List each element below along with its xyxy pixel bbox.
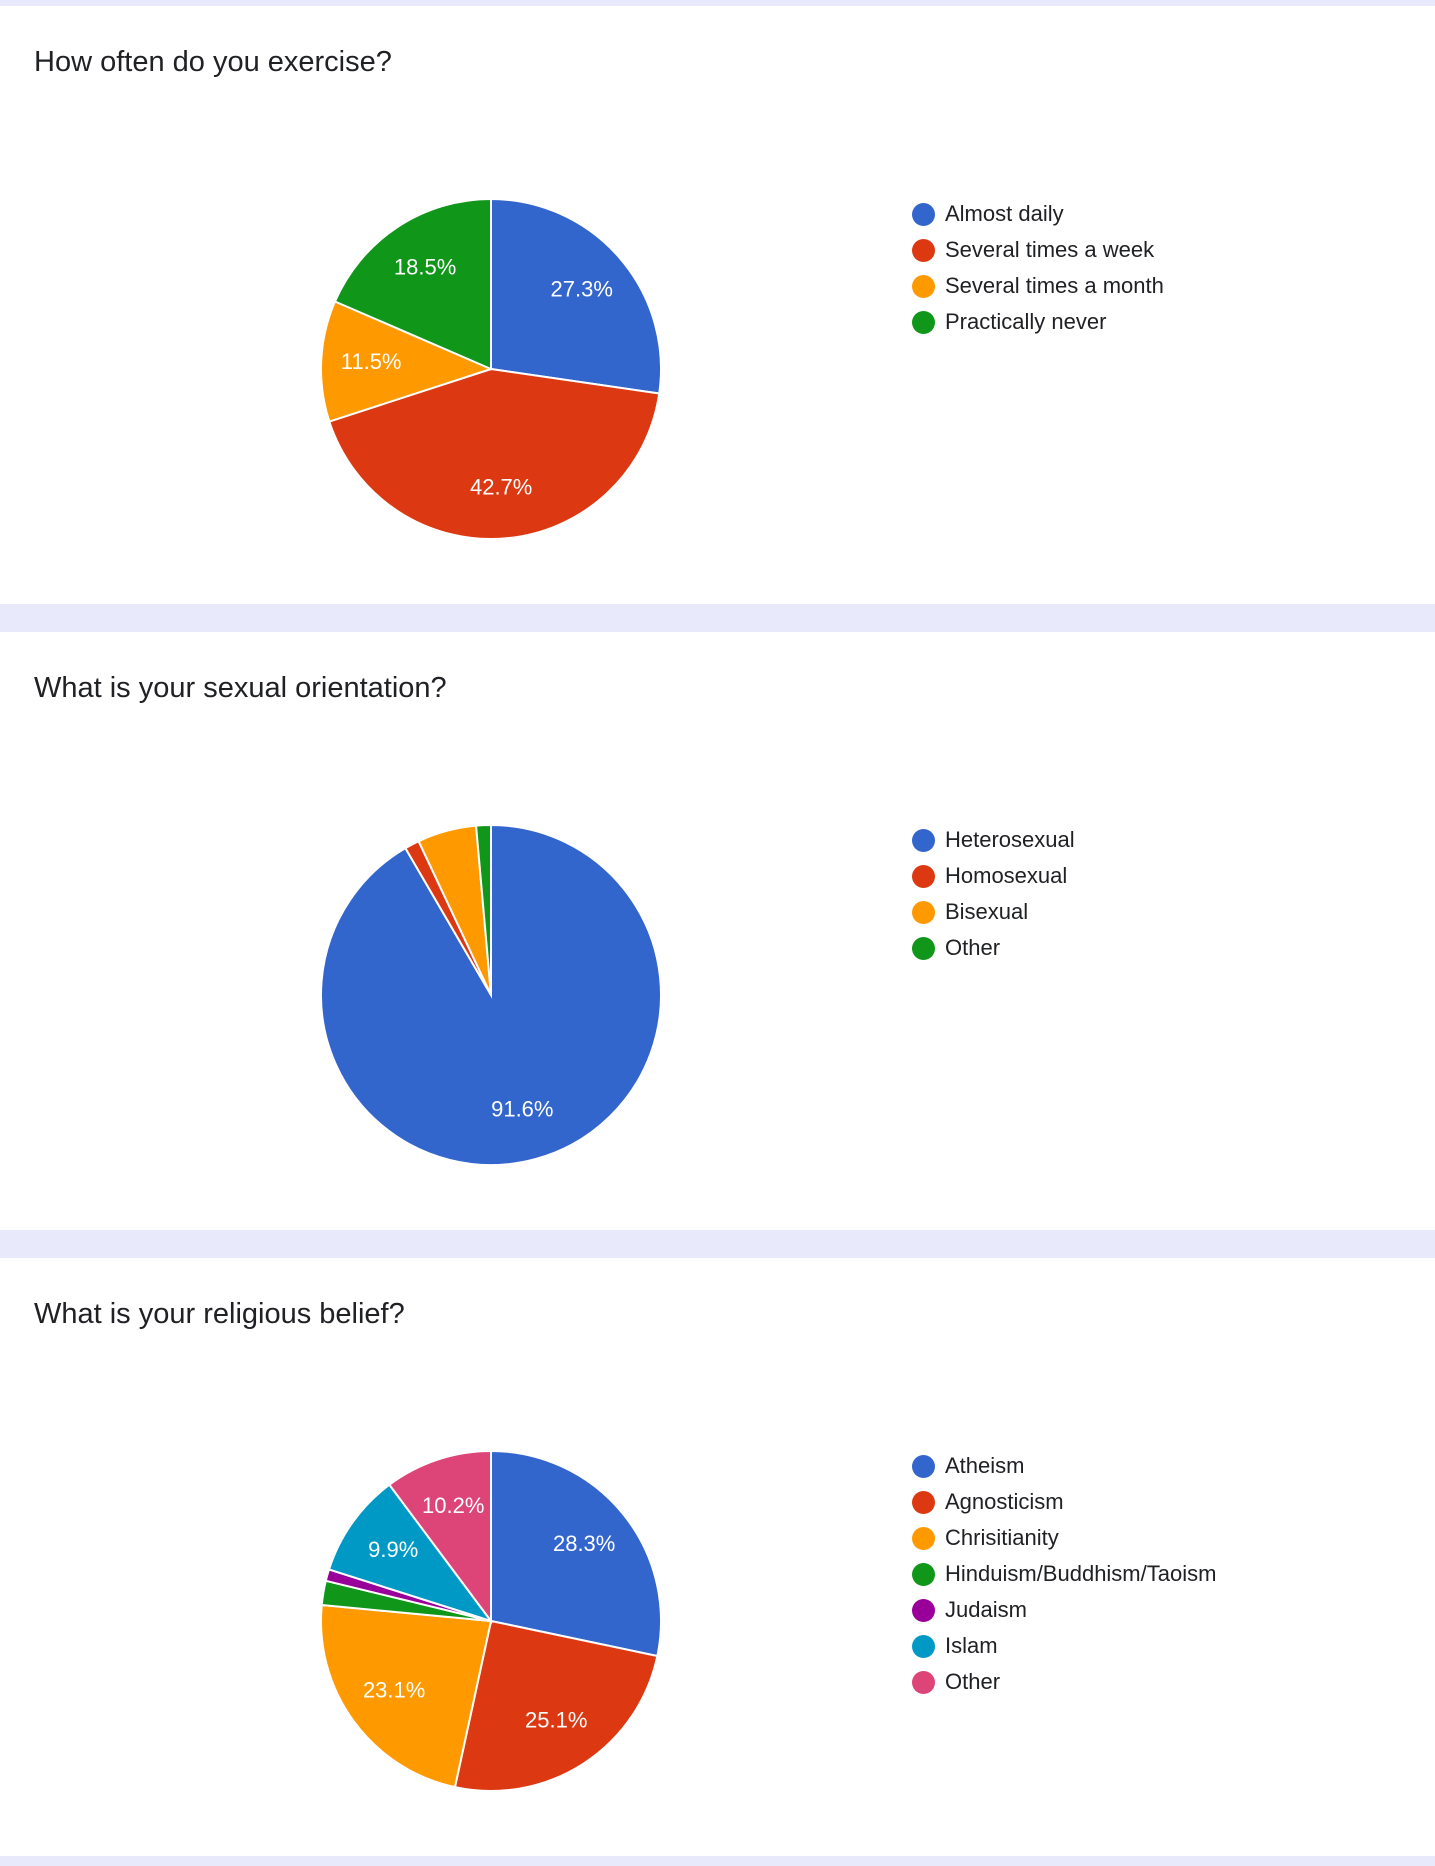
legend-label: Judaism <box>945 1597 1027 1622</box>
legend-item-chrisitianity: Chrisitianity <box>912 1520 1216 1556</box>
legend-label: Hinduism/Buddhism/Taoism <box>945 1561 1217 1586</box>
legend-label: Chrisitianity <box>945 1525 1059 1550</box>
legend-item-several-times-a-week: Several times a week <box>912 232 1164 268</box>
pie-slice-other <box>387 1449 492 1625</box>
legend-item-practically-never: Practically never <box>912 304 1164 340</box>
pie-slice-atheism <box>490 1449 662 1658</box>
legend-item-homosexual: Homosexual <box>912 858 1075 894</box>
slice-label-practically-never: 18.5% <box>394 255 456 280</box>
legend-swatch <box>912 1598 935 1622</box>
slice-label-agnosticism: 25.1% <box>525 1708 587 1733</box>
legend-swatch <box>912 1454 935 1478</box>
legend-label: Islam <box>945 1633 998 1658</box>
legend-swatch <box>912 864 935 888</box>
slice-label-islam: 9.9% <box>368 1537 418 1562</box>
legend-swatch <box>912 1526 935 1550</box>
slice-label-several-times-a-week: 42.7% <box>470 474 532 499</box>
legend-item-other: Other <box>912 930 1075 966</box>
pie-slice-practically-never <box>333 197 492 371</box>
legend-exercise: Almost daily Several times a week Several … <box>912 196 1164 340</box>
legend-item-heterosexual: Heterosexual <box>912 822 1075 858</box>
pie-slice-several-times-a-month <box>320 300 494 423</box>
pie-slice-islam <box>327 1483 494 1623</box>
legend-label: Several times a week <box>945 237 1155 262</box>
legend-swatch <box>912 310 935 334</box>
legend-label: Practically never <box>945 309 1107 334</box>
legend-item-other: Other <box>912 1664 1216 1700</box>
pie-slice-almost-daily <box>490 197 662 395</box>
legend-label: Other <box>945 1669 1001 1694</box>
legend-label: Almost daily <box>945 201 1064 226</box>
pie-chart-sexual-orientation: 91.6% <box>320 823 662 1166</box>
legend-label: Several times a month <box>945 273 1164 298</box>
legend-swatch <box>912 238 935 262</box>
question-title: What is your sexual orientation? <box>34 672 447 704</box>
question-card-sexual-orientation: What is your sexual orientation? 91.6% H… <box>0 632 1435 1230</box>
legend-item-several-times-a-month: Several times a month <box>912 268 1164 304</box>
legend-sexual-orientation: Heterosexual Homosexual Bisexual Other <box>912 822 1075 966</box>
legend-item-atheism: Atheism <box>912 1448 1216 1484</box>
legend-swatch <box>912 1562 935 1586</box>
legend-religious-belief: Atheism Agnosticism Chrisitianity Hinduism/… <box>912 1448 1216 1700</box>
legend-item-hinduism-buddhism-taoism: Hinduism/Buddhism/Taoism <box>912 1556 1216 1592</box>
legend-label: Bisexual <box>945 899 1029 924</box>
legend-swatch <box>912 1634 935 1658</box>
pie-chart-exercise: 27.3% 42.7% 11.5% 18.5% <box>320 197 662 540</box>
legend-swatch <box>912 936 935 960</box>
question-card-religious-belief: What is your religious belief? 28.3% 25.1… <box>0 1258 1435 1856</box>
legend-label: Homosexual <box>945 863 1068 888</box>
legend-item-islam: Islam <box>912 1628 1216 1664</box>
legend-item-agnosticism: Agnosticism <box>912 1484 1216 1520</box>
slice-label-other: 10.2% <box>422 1493 484 1518</box>
legend-swatch <box>912 828 935 852</box>
pie-slice-chrisitianity <box>320 1603 493 1789</box>
legend-item-bisexual: Bisexual <box>912 894 1075 930</box>
pie-slice-several-times-a-week <box>328 367 661 540</box>
legend-swatch <box>912 202 935 226</box>
pie-slice-other <box>474 823 492 996</box>
slice-label-several-times-a-month: 11.5% <box>341 349 402 374</box>
pie-slice-agnosticism <box>453 1619 659 1792</box>
legend-item-judaism: Judaism <box>912 1592 1216 1628</box>
legend-label: Atheism <box>945 1453 1025 1478</box>
question-card-exercise: How often do you exercise? 27.3% 42.7% 11.… <box>0 6 1435 604</box>
legend-swatch <box>912 274 935 298</box>
legend-label: Heterosexual <box>945 827 1075 852</box>
question-title: What is your religious belief? <box>34 1298 405 1330</box>
question-title: How often do you exercise? <box>34 46 392 78</box>
legend-label: Agnosticism <box>945 1489 1064 1514</box>
pie-chart-religious-belief: 28.3% 25.1% 23.1% 9.9%10.2% <box>320 1449 662 1792</box>
legend-swatch <box>912 900 935 924</box>
legend-swatch <box>912 1490 935 1514</box>
legend-label: Other <box>945 935 1001 960</box>
slice-label-chrisitianity: 23.1% <box>363 1678 425 1703</box>
legend-swatch <box>912 1670 935 1694</box>
slice-label-atheism: 28.3% <box>553 1531 615 1556</box>
legend-item-almost-daily: Almost daily <box>912 196 1164 232</box>
slice-label-almost-daily: 27.3% <box>551 276 613 301</box>
slice-label-heterosexual: 91.6% <box>491 1097 553 1122</box>
